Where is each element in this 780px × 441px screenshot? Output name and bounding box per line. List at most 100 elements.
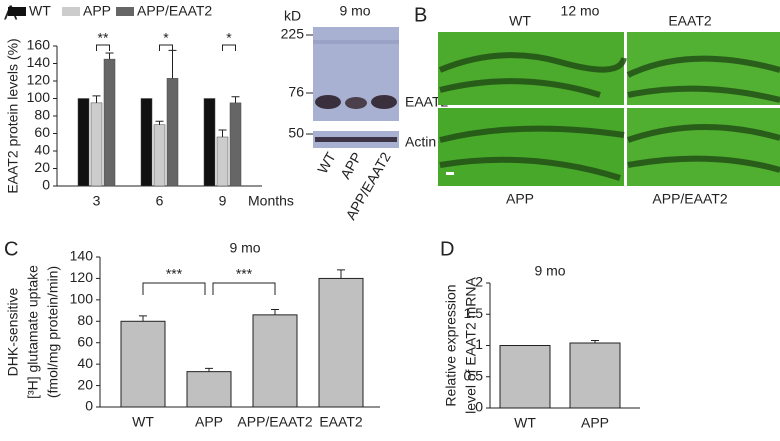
x-axis-label: Months	[248, 193, 294, 209]
x-tick-label: EAAT2	[319, 414, 363, 430]
bar	[203, 98, 216, 187]
band-label: EAAT2	[405, 94, 449, 110]
error-bar	[168, 49, 177, 79]
micro-label: WT	[509, 13, 531, 29]
y-axis-label: DHK-sensitive	[5, 287, 21, 376]
x-tick-label: 3	[93, 193, 101, 209]
bar	[90, 102, 103, 187]
lane-label: APP	[337, 149, 365, 181]
legend-label: APP	[83, 3, 111, 19]
x-tick-label: WT	[132, 414, 154, 430]
bracket	[96, 44, 110, 51]
micro-label: EAAT2	[668, 13, 712, 29]
lane-label: WT	[314, 149, 339, 176]
blot-unit: kD	[284, 8, 301, 24]
y-tick-label: 60	[34, 124, 50, 140]
error-bar	[218, 129, 227, 137]
y-tick-label: 40	[34, 142, 50, 158]
y-tick-label: 60	[77, 333, 93, 349]
marker: 225	[281, 26, 305, 42]
y-tick-label: 140	[27, 54, 51, 70]
panel-label: D	[440, 238, 454, 260]
error-bar	[139, 315, 147, 322]
y-tick-label: 100	[27, 89, 51, 105]
legend-swatch	[116, 7, 134, 16]
micrographs	[438, 32, 780, 186]
bar	[103, 58, 116, 187]
y-axis-label: (fmol/mg protein/min)	[45, 266, 61, 398]
chart-title: 9 mo	[229, 240, 260, 256]
error-bar	[205, 367, 213, 372]
y-axis-label: [³H] glutamate uptake	[25, 265, 41, 399]
bracket	[222, 44, 236, 51]
marker: 50	[288, 125, 304, 141]
error-bar	[271, 309, 279, 315]
annotation: **	[98, 30, 109, 46]
x-tick-label: APP	[195, 414, 223, 430]
bar	[140, 98, 153, 187]
blot-band	[315, 95, 341, 109]
y-tick-label: 120	[27, 72, 51, 88]
bar	[569, 342, 621, 409]
bar	[153, 124, 166, 187]
y-tick-label: 40	[77, 355, 93, 371]
bar	[229, 102, 242, 187]
error-bar	[337, 269, 345, 279]
blot-band	[315, 137, 397, 142]
y-tick-label: 0	[42, 177, 50, 193]
y-axis-label: EAAT2 protein levels (%)	[5, 38, 21, 193]
annotation: ***	[166, 266, 183, 282]
chart-title: 9 mo	[534, 263, 565, 279]
y-axis-label: Relative expression	[443, 284, 459, 406]
error-bar	[231, 96, 240, 103]
micro-label: APP/EAAT2	[652, 191, 727, 207]
blot-band	[371, 95, 397, 109]
panel-label: C	[4, 238, 18, 260]
y-tick-label: 0	[475, 399, 483, 415]
bar	[318, 277, 364, 408]
y-tick-label: 0	[85, 398, 93, 414]
marker: 76	[288, 84, 304, 100]
y-axis-label: level of EAAT2 mRNA	[463, 277, 479, 414]
x-tick-label: 6	[156, 193, 164, 209]
annotation: *	[226, 30, 232, 46]
y-tick-label: 20	[34, 159, 50, 175]
legend-label: APP/EAAT2	[137, 3, 212, 19]
y-tick-label: 1	[475, 336, 483, 352]
annotation: *	[163, 30, 169, 46]
micrograph	[627, 108, 780, 186]
x-tick-label: 9	[219, 193, 227, 209]
bracket	[159, 44, 173, 51]
x-tick-label: WT	[514, 415, 536, 431]
y-tick-label: 2	[475, 274, 483, 290]
bar	[186, 371, 232, 408]
y-tick-label: 100	[70, 291, 94, 307]
bar	[252, 314, 298, 408]
y-tick-label: 0.5	[464, 367, 484, 383]
bar	[166, 78, 179, 187]
bar	[216, 136, 229, 187]
band-label: Actin	[405, 134, 436, 150]
y-tick-label: 80	[77, 312, 93, 328]
y-tick-label: 20	[77, 376, 93, 392]
western-blot	[306, 27, 399, 148]
bar	[120, 320, 166, 408]
y-tick-label: 160	[27, 37, 51, 53]
blot-band	[345, 97, 367, 109]
y-tick-label: 120	[70, 269, 94, 285]
legend-swatch	[62, 7, 80, 16]
error-bar	[591, 340, 599, 343]
error-bar	[92, 95, 101, 103]
x-tick-label: APP	[581, 415, 609, 431]
micro-title: 12 mo	[561, 3, 600, 19]
blot-band	[313, 40, 399, 44]
bar	[77, 98, 90, 187]
blot-title: 9 mo	[339, 3, 370, 19]
bracket	[142, 282, 206, 295]
panel-label: B	[414, 4, 427, 26]
x-tick-label: APP/EAAT2	[237, 414, 312, 430]
y-tick-label: 140	[70, 248, 94, 264]
error-bar	[105, 52, 114, 60]
bracket	[212, 282, 276, 295]
